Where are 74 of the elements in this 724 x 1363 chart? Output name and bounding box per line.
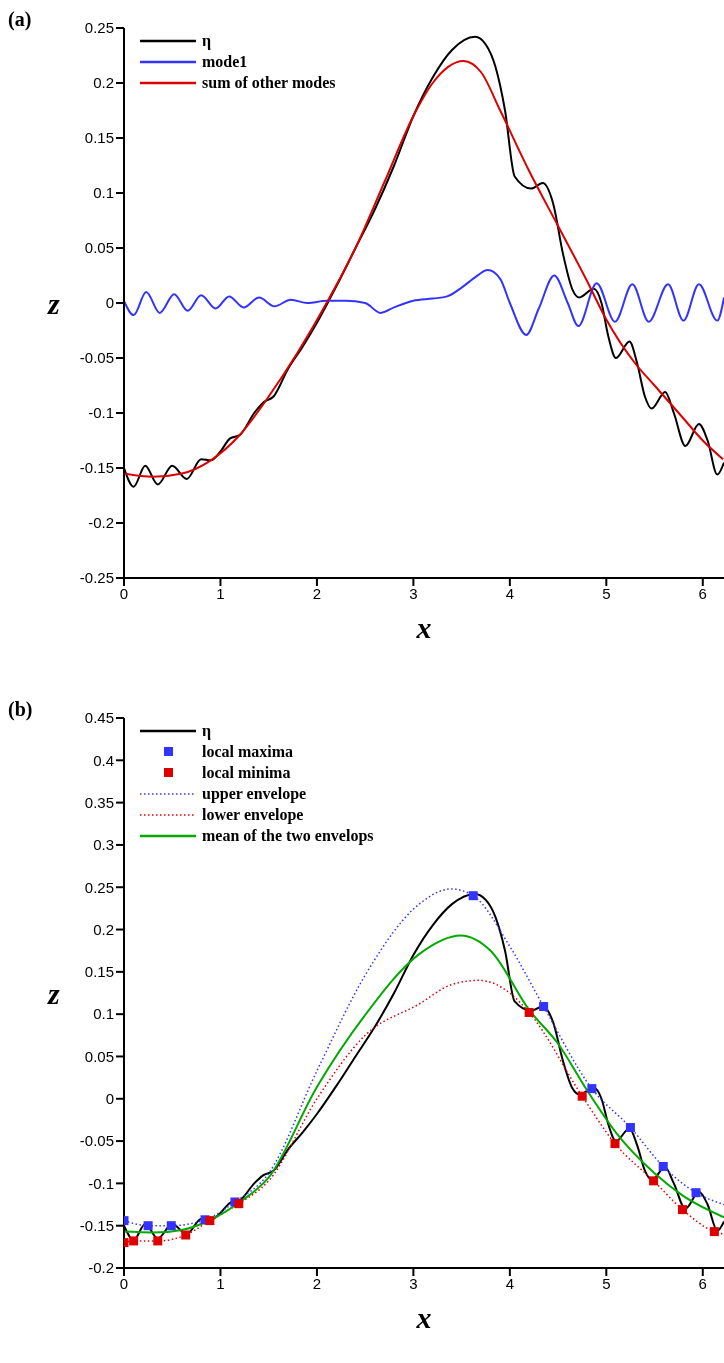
y-tick-label: -0.1 (88, 1174, 114, 1192)
y-tick-label: 0.45 (84, 709, 114, 727)
x-tick-label: 4 (505, 584, 515, 602)
y-tick-label: 0.05 (84, 1047, 114, 1065)
legend-label: upper envelope (202, 784, 307, 803)
y-tick-label: 0.3 (93, 836, 114, 854)
legend-label: η (202, 721, 212, 740)
y-tick-label: 0.1 (93, 1005, 114, 1023)
legend-label: sum of other modes (202, 73, 336, 92)
x-axis-title: x (415, 611, 432, 644)
y-tick-label: 0.35 (84, 793, 114, 811)
x-tick-label: 6 (698, 584, 707, 602)
point (658, 1161, 668, 1171)
point (468, 891, 478, 901)
y-tick-label: 0.2 (93, 920, 114, 938)
y-tick-label: -0.1 (88, 404, 114, 422)
y-tick-label: -0.05 (79, 1132, 114, 1150)
legend-label: η (202, 31, 212, 50)
point (234, 1199, 244, 1209)
x-tick-label: 2 (312, 1274, 322, 1292)
x-tick-label: 2 (312, 584, 322, 602)
y-tick-label: 0.25 (84, 19, 114, 37)
point (181, 1230, 191, 1240)
chart-title: (a) (8, 8, 32, 31)
y-tick-label: 0 (105, 294, 114, 312)
y-tick-label: -0.2 (88, 1259, 114, 1277)
point (577, 1091, 587, 1101)
y-tick-label: 0 (105, 1090, 114, 1108)
x-tick-label: 5 (602, 1274, 611, 1292)
y-tick-label: -0.15 (79, 459, 114, 477)
legend-label: mode1 (202, 52, 248, 71)
x-tick-label: 1 (216, 584, 225, 602)
point (691, 1188, 701, 1198)
x-tick-label: 4 (505, 1274, 515, 1292)
point (166, 1221, 176, 1231)
point (610, 1139, 620, 1149)
point (205, 1216, 215, 1226)
y-tick-label: 0.4 (93, 751, 114, 769)
x-tick-label: 1 (216, 1274, 225, 1292)
point (625, 1123, 635, 1133)
y-tick-label: -0.15 (79, 1217, 114, 1235)
point (709, 1227, 719, 1237)
x-tick-label: 3 (409, 584, 418, 602)
y-axis-title: z (47, 286, 60, 320)
x-axis-title: x (415, 1301, 432, 1334)
legend-label: lower envelope (202, 805, 304, 824)
y-tick-label: 0.1 (93, 184, 114, 202)
x-tick-label: 0 (119, 584, 129, 602)
y-tick-label: -0.25 (79, 569, 114, 587)
point (678, 1205, 688, 1215)
point (539, 1002, 549, 1012)
point (129, 1236, 139, 1246)
y-tick-label: -0.05 (79, 349, 114, 367)
y-tick-label: 0.15 (84, 963, 114, 981)
y-tick-label: 0.15 (84, 129, 114, 147)
chart-title: (b) (8, 698, 33, 721)
x-tick-label: 6 (698, 1274, 707, 1292)
legend-label: mean of the two envelops (202, 826, 374, 845)
point (143, 1221, 153, 1231)
x-tick-label: 0 (119, 1274, 129, 1292)
x-tick-label: 3 (409, 1274, 418, 1292)
point (587, 1084, 597, 1094)
y-tick-label: -0.2 (88, 514, 114, 532)
y-tick-label: 0.25 (84, 878, 114, 896)
point (649, 1176, 659, 1186)
line-series (124, 269, 724, 336)
x-tick-label: 5 (602, 584, 611, 602)
legend-label: local maxima (202, 742, 294, 761)
point (524, 1007, 534, 1017)
y-tick-label: 0.2 (93, 74, 114, 92)
legend-label: local minima (202, 763, 291, 782)
y-tick-label: 0.05 (84, 239, 114, 257)
y-axis-title: z (47, 976, 60, 1010)
point (153, 1236, 163, 1246)
